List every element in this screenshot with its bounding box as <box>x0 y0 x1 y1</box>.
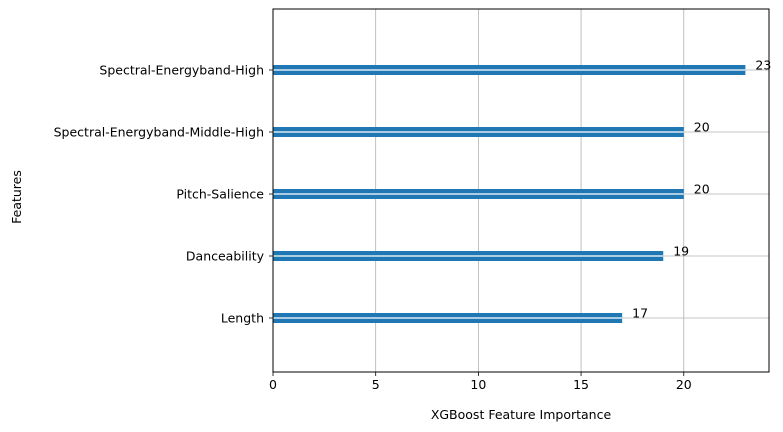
plot-frame <box>272 8 770 373</box>
x-tick-label: 15 <box>573 377 589 392</box>
x-tick-label: 20 <box>676 377 692 392</box>
data-label: 19 <box>673 244 689 259</box>
data-labels: 17 19 20 20 23 <box>632 58 771 321</box>
y-axis-label: Features <box>9 170 24 224</box>
y-tick-label: Danceability <box>186 249 265 264</box>
x-tick-label: 0 <box>269 377 277 392</box>
data-label: 17 <box>632 306 648 321</box>
x-axis-ticks: 0 5 10 15 20 <box>269 372 692 392</box>
y-axis-ticks: Length Danceability Pitch-Salience Spectral… <box>54 63 273 326</box>
x-axis-label: XGBoost Feature Importance <box>431 407 612 422</box>
data-label: 20 <box>694 182 710 197</box>
y-tick-label: Length <box>221 311 264 326</box>
x-tick-label: 10 <box>470 377 486 392</box>
data-label: 23 <box>755 58 771 73</box>
x-tick-label: 5 <box>372 377 380 392</box>
y-tick-label: Pitch-Salience <box>176 187 264 202</box>
bars <box>273 65 746 323</box>
y-tick-label: Spectral-Energyband-Middle-High <box>54 125 264 140</box>
data-label: 20 <box>694 120 710 135</box>
y-tick-label: Spectral-Energyband-High <box>99 63 264 78</box>
